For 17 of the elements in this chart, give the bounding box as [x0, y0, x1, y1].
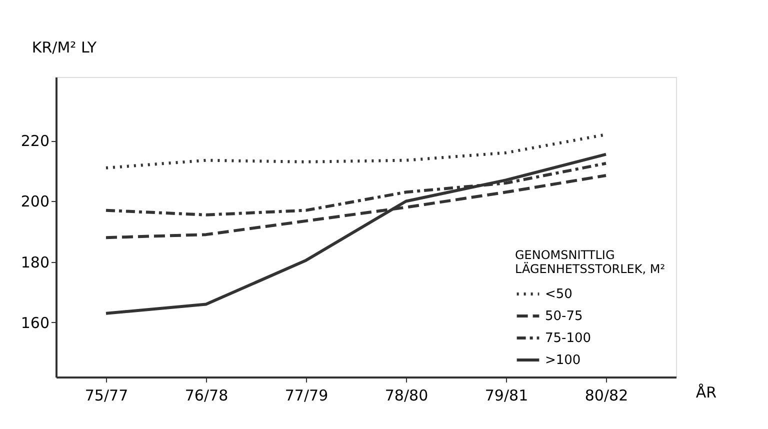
x-tick-label: 80/82: [584, 386, 628, 404]
x-tick-label: 79/81: [484, 386, 528, 404]
legend-label: 50-75: [545, 309, 583, 324]
y-tick-label: 200: [20, 192, 50, 211]
x-tick-label: 76/78: [184, 386, 228, 404]
legend-title: GENOMSNITTLIG LÄGENHETSSTORLEK, M²: [515, 248, 666, 276]
x-tick-label: 75/77: [84, 386, 128, 404]
y-axis-title: KR/M² LY: [32, 38, 98, 56]
y-tick-label: 160: [20, 314, 50, 332]
legend-label: 75-100: [545, 331, 592, 346]
x-axis-title: ÅR: [696, 384, 716, 402]
x-tick-label: 78/80: [384, 386, 428, 404]
y-tick-label: 180: [20, 253, 50, 272]
x-tick-label: 77/79: [284, 386, 328, 404]
legend-label: >100: [545, 353, 581, 368]
y-tick-label: 220: [20, 132, 50, 150]
legend-label: <50: [545, 287, 572, 302]
